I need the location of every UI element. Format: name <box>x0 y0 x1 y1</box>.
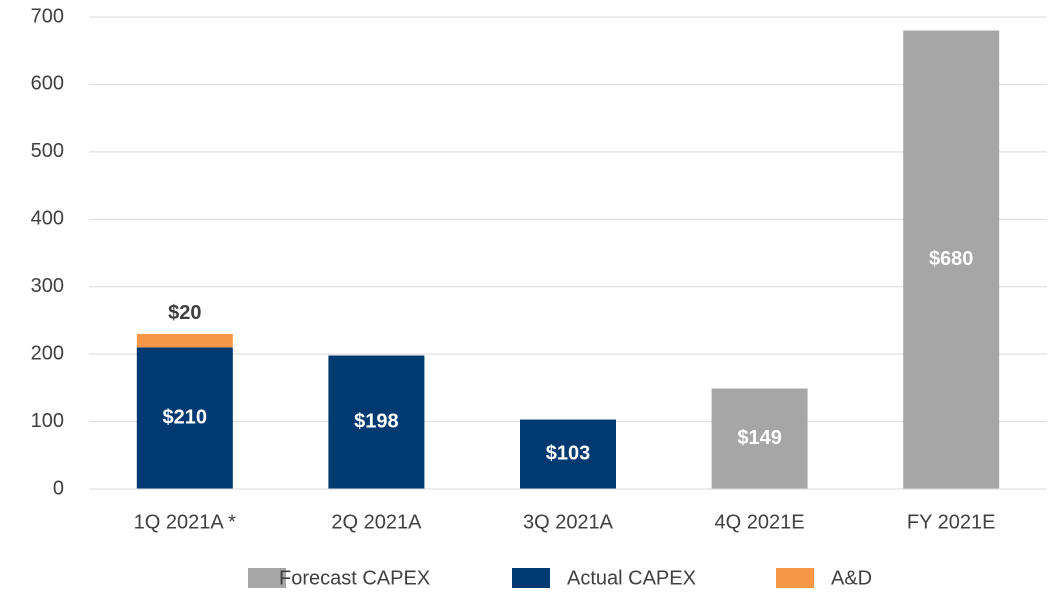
y-tick-label: 100 <box>31 410 64 432</box>
y-tick-label: 600 <box>31 73 64 95</box>
x-tick-label: 3Q 2021A <box>523 511 614 533</box>
bar-segment <box>136 333 233 348</box>
legend-label: Actual CAPEX <box>567 567 696 589</box>
data-label: $198 <box>354 411 399 433</box>
data-label: $149 <box>737 427 782 449</box>
y-tick-label: 700 <box>31 5 64 27</box>
legend-label: Forecast CAPEX <box>279 567 430 589</box>
legend-label: A&D <box>831 567 872 589</box>
legend-swatch <box>776 568 814 588</box>
y-tick-label: 0 <box>53 477 64 499</box>
bar-segment <box>711 388 808 489</box>
data-label: $20 <box>168 302 201 324</box>
x-tick-label: 2Q 2021A <box>331 511 422 533</box>
y-tick-label: 200 <box>31 342 64 364</box>
x-tick-label: FY 2021E <box>907 511 996 533</box>
y-tick-label: 500 <box>31 140 64 162</box>
legend-swatch <box>512 568 550 588</box>
y-tick-label: 400 <box>31 208 64 230</box>
data-label: $210 <box>163 406 208 428</box>
bar-segment <box>903 30 1000 489</box>
bar-segment <box>328 355 425 489</box>
bar-segment <box>520 419 616 489</box>
bar-segment <box>136 347 233 489</box>
y-tick-label: 300 <box>31 275 64 297</box>
data-label: $680 <box>929 248 974 270</box>
x-tick-label: 1Q 2021A * <box>134 511 237 533</box>
x-tick-label: 4Q 2021E <box>715 511 805 533</box>
legend-swatch <box>248 568 286 588</box>
data-label: $103 <box>546 443 591 465</box>
